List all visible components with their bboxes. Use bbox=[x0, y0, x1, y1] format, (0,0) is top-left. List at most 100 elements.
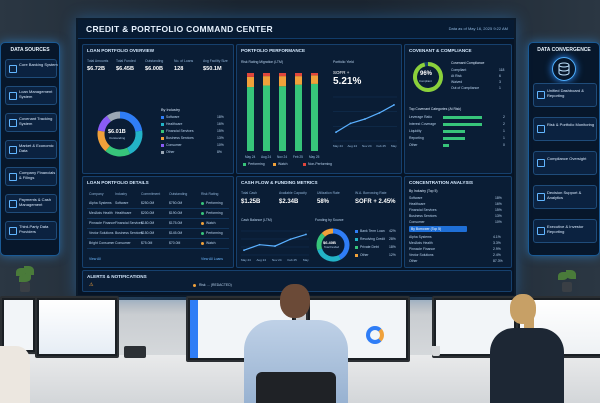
data-convergence-title: DATA CONVERGENCE bbox=[537, 47, 591, 53]
x-tick-label: May 24 bbox=[333, 144, 343, 148]
cell-commitment: $250.0M bbox=[141, 201, 155, 205]
cell-outstanding: $750.0M bbox=[169, 201, 183, 205]
concentration-title: CONCENTRATION ANALYSIS bbox=[409, 180, 473, 185]
legend-swatch bbox=[161, 122, 164, 126]
source-item-label: Covenant Tracking System bbox=[19, 116, 53, 126]
source-item-market-economic-data[interactable]: Market & Economic Data bbox=[5, 140, 57, 159]
cell-company: Vector Solutions bbox=[89, 231, 114, 235]
status-dot bbox=[201, 241, 204, 245]
donut-slice bbox=[97, 115, 112, 132]
kpi-label: Utilization Rate bbox=[317, 191, 340, 195]
source-item-loan-management-system[interactable]: Loan Management System bbox=[5, 86, 57, 105]
person-left bbox=[0, 346, 30, 403]
view-all-loans-link[interactable]: View All Loans bbox=[201, 257, 223, 261]
status-dot bbox=[201, 231, 204, 235]
donut-label: Outstanding bbox=[109, 136, 126, 140]
industry-pct: 16% bbox=[217, 122, 224, 126]
industry-pct: 16% bbox=[495, 202, 502, 206]
industry-name: Consumer bbox=[409, 220, 425, 224]
x-tick-label: Nov 24 bbox=[272, 258, 282, 262]
source-item-third-party-data-providers[interactable]: Third-Party Data Providers bbox=[5, 221, 57, 240]
convergence-item-unified-dashboard-reporting[interactable]: Unified Dashboard & Reporting bbox=[533, 83, 597, 107]
table-row[interactable] bbox=[87, 209, 229, 219]
table-row[interactable] bbox=[87, 199, 229, 209]
category-bar bbox=[443, 129, 466, 133]
concentration-subtitle: By Industry (Top 5) bbox=[409, 189, 438, 193]
kpi-value: $1.25B bbox=[241, 199, 261, 205]
category-name: Interest Coverage bbox=[409, 122, 436, 126]
view-all-link[interactable]: View All bbox=[89, 257, 101, 261]
borrower-selector[interactable]: By Borrower (Top 5) bbox=[409, 226, 467, 232]
legend-label: Watch bbox=[278, 162, 288, 166]
plant-left bbox=[14, 266, 36, 296]
data-point bbox=[349, 122, 352, 125]
funding-donut bbox=[316, 228, 350, 262]
data-point bbox=[243, 249, 245, 252]
cell-company: Bright Consumer bbox=[89, 241, 115, 245]
check-icon bbox=[537, 159, 545, 167]
bar-watch bbox=[247, 76, 254, 88]
analytics-icon bbox=[537, 193, 545, 201]
status-name: Compliant bbox=[451, 68, 467, 72]
warning-icon: ⚠ bbox=[89, 282, 94, 288]
status-name: Waived bbox=[451, 80, 463, 84]
convergence-item-compliance-oversight[interactable]: Compliance Oversight bbox=[533, 151, 597, 175]
category-count: 1 bbox=[503, 136, 505, 140]
category-count: 2 bbox=[503, 115, 505, 119]
kpi-value: $6.72B bbox=[87, 66, 106, 72]
alert-item[interactable]: Risk … (REDACTED) bbox=[199, 283, 232, 287]
legend-swatch bbox=[161, 129, 164, 133]
x-tick-label: Aug 24 bbox=[257, 258, 267, 262]
x-tick-label: Feb 25 bbox=[293, 155, 303, 159]
industry-name: Software bbox=[166, 115, 180, 119]
bank-icon bbox=[9, 65, 17, 73]
status-title: Covenant Compliance bbox=[451, 61, 485, 65]
cashflow-title: CASH FLOW & FUNDING METRICS bbox=[241, 180, 318, 185]
convergence-item-decision-support-analytics[interactable]: Decision Support & Analytics bbox=[533, 185, 597, 209]
source-item-covenant-tracking-system[interactable]: Covenant Tracking System bbox=[5, 113, 57, 132]
source-item-label: Company Financials & Filings bbox=[19, 170, 56, 180]
source-name: Revolving Credit bbox=[360, 237, 385, 241]
table-row[interactable] bbox=[87, 239, 229, 249]
kpi-value: SOFR + 2.45% bbox=[355, 199, 396, 205]
cell-outstanding: $175.0M bbox=[169, 221, 183, 225]
industry-pct: 18% bbox=[217, 115, 224, 119]
status-count: 6 bbox=[499, 74, 501, 78]
category-bar bbox=[443, 143, 449, 147]
funding-value: $6.40B bbox=[323, 240, 336, 245]
details-title: LOAN PORTFOLIO DETAILS bbox=[87, 180, 149, 185]
cell-company: MedAxis Health bbox=[89, 211, 113, 215]
cell-outstanding: $70.0M bbox=[169, 241, 181, 245]
table-row[interactable] bbox=[87, 229, 229, 239]
overview-title: LOAN PORTFOLIO OVERVIEW bbox=[87, 48, 155, 53]
cell-outstanding: $190.0M bbox=[169, 211, 183, 215]
convergence-item-executive-investor-reporting[interactable]: Executive & Investor Reporting bbox=[533, 219, 597, 243]
convergence-item-label: Risk & Portfolio Monitoring bbox=[547, 122, 595, 127]
source-item-company-financials-filings[interactable]: Company Financials & Filings bbox=[5, 167, 57, 186]
yield-title: Portfolio Yield bbox=[333, 60, 354, 64]
x-tick-label: Aug 24 bbox=[348, 144, 358, 148]
column-header: Commitment bbox=[141, 192, 161, 196]
bar-performing bbox=[247, 87, 254, 151]
category-count: 2 bbox=[503, 122, 505, 126]
portfolio-performance: PORTFOLIO PERFORMANCE Risk Rating Migrat… bbox=[236, 44, 402, 174]
category-count: 0 bbox=[503, 143, 505, 147]
building-icon bbox=[9, 173, 17, 181]
source-item-label: Third-Party Data Providers bbox=[19, 224, 49, 234]
bar-non-performing bbox=[247, 73, 254, 77]
table-row[interactable] bbox=[87, 219, 229, 229]
industry-name: Other bbox=[166, 150, 175, 154]
category-bar bbox=[443, 136, 466, 140]
source-item-core-banking-system[interactable]: Core Banking System bbox=[5, 59, 58, 78]
cell-industry: Financial Services bbox=[115, 221, 143, 225]
kpi-value: 58% bbox=[317, 199, 330, 205]
cash-balance-chart: May 24 Aug 24 Nov 24 Feb 25 May 25 bbox=[241, 230, 309, 262]
convergence-item-label: Executive & Investor Reporting bbox=[547, 224, 584, 234]
source-item-payments-cash-management[interactable]: Payments & Cash Management bbox=[5, 194, 57, 213]
person-right bbox=[484, 294, 570, 403]
cell-rating: Performing bbox=[206, 201, 223, 205]
column-header: Outstanding bbox=[169, 192, 188, 196]
status-name: At Risk bbox=[451, 74, 462, 78]
industry-pct: 13% bbox=[217, 136, 224, 140]
convergence-item-risk-portfolio-monitoring[interactable]: Risk & Portfolio Monitoring bbox=[533, 117, 597, 141]
